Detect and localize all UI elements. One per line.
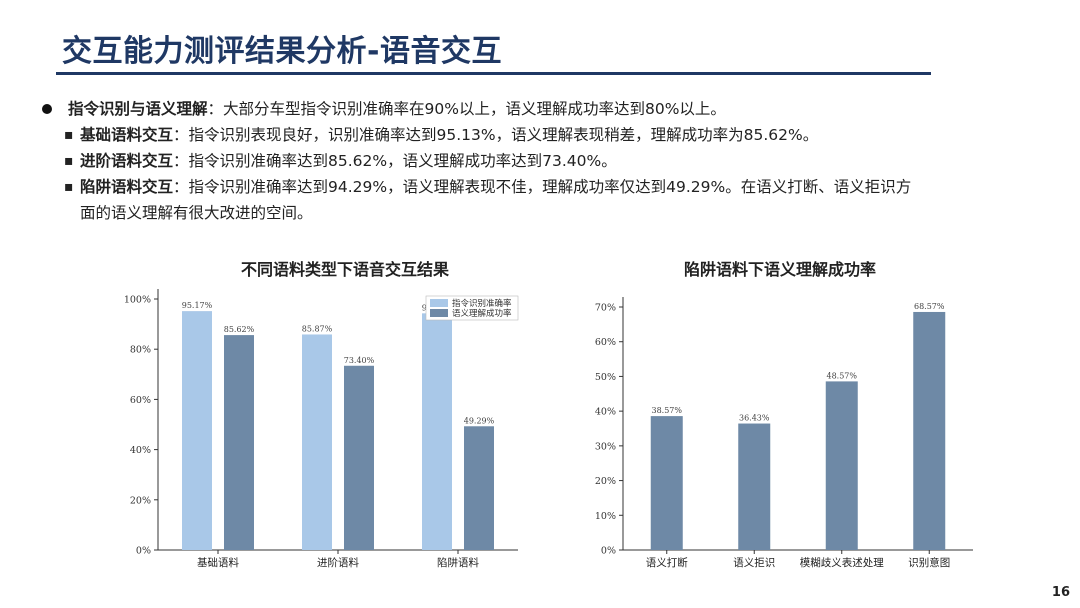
y-tick-label: 60%	[130, 395, 151, 406]
data-label: 48.57%	[826, 371, 857, 380]
bar	[422, 313, 452, 550]
data-label: 73.40%	[344, 356, 375, 365]
y-tick-label: 80%	[130, 345, 151, 356]
data-label: 36.43%	[739, 414, 770, 423]
bar	[913, 311, 946, 550]
chart-1-title: 不同语料类型下语音交互结果	[240, 260, 449, 279]
chart-1-plot: 0% 20% 40% 60% 80% 100% 基础语料 95.17% 85.62% 进阶语料 85…	[124, 289, 519, 569]
data-label: 68.57%	[914, 302, 945, 311]
sub-bullet-continuation: 面的语义理解有很大改进的空间。	[80, 204, 313, 222]
sub-bullet-text: ：指令识别准确率达到94.29%，语义理解表现不佳，理解成功率仅达到49.29%…	[173, 178, 912, 196]
sub-bullet: ▪ 基础语料交互：指令识别表现良好，识别准确率达到95.13%，语义理解表现稍差…	[42, 122, 1052, 148]
y-tick-label: 20%	[595, 476, 616, 487]
legend-label: 指令识别准确率	[452, 298, 512, 309]
data-label: 38.57%	[651, 406, 682, 415]
main-bullet-head: 指令识别与语义理解	[68, 100, 208, 118]
bullet-list: 指令识别与语义理解：大部分车型指令识别准确率在90%以上，语义理解成功率达到80…	[42, 96, 1052, 226]
y-tick-label: 40%	[130, 445, 151, 456]
y-tick-label: 60%	[595, 337, 616, 348]
sub-bullet-text: ：指令识别表现良好，识别准确率达到95.13%，语义理解表现稍差，理解成功率为8…	[173, 126, 819, 144]
y-tick-label: 100%	[124, 295, 151, 306]
slide-title: 交互能力测评结果分析-语音交互	[62, 34, 502, 69]
main-bullet-text: ：大部分车型指令识别准确率在90%以上，语义理解成功率达到80%以上。	[207, 100, 726, 118]
data-label: 85.62%	[224, 325, 255, 334]
bar	[344, 365, 374, 550]
y-tick-label: 10%	[595, 511, 616, 522]
title-underline	[56, 72, 931, 75]
chart-2-plot: 0% 10% 20% 30% 40% 50% 60% 70% 语义打断 38.57% 语义拒识 36.…	[595, 297, 973, 569]
bar	[738, 423, 771, 550]
sub-bullet-text: ：指令识别准确率达到85.62%，语义理解成功率达到73.40%。	[173, 152, 617, 170]
data-label: 85.87%	[302, 324, 333, 333]
legend-label: 语义理解成功率	[452, 308, 512, 319]
sub-bullet-icon: ▪	[64, 153, 74, 169]
page-number: 16	[1051, 585, 1070, 600]
x-tick-label: 识别意图	[908, 556, 950, 569]
bar	[302, 334, 332, 550]
main-bullet: 指令识别与语义理解：大部分车型指令识别准确率在90%以上，语义理解成功率达到80…	[42, 96, 1052, 122]
x-tick-label: 进阶语料	[317, 556, 359, 569]
sub-bullet-head: 基础语料交互	[80, 126, 174, 144]
bar	[464, 426, 494, 550]
y-tick-label: 50%	[595, 372, 616, 383]
x-tick-label: 模糊歧义表述处理	[800, 556, 884, 569]
x-tick-label: 语义打断	[646, 556, 688, 569]
data-label: 95.17%	[182, 301, 213, 310]
y-tick-label: 0%	[601, 546, 616, 557]
y-tick-label: 70%	[595, 303, 616, 314]
sub-bullet: ▪ 陷阱语料交互：指令识别准确率达到94.29%，语义理解表现不佳，理解成功率仅…	[42, 174, 1052, 226]
bar	[825, 381, 858, 550]
bar	[650, 416, 683, 550]
y-tick-label: 20%	[130, 495, 151, 506]
x-tick-label: 陷阱语料	[437, 556, 479, 569]
y-tick-label: 0%	[136, 546, 151, 557]
sub-bullet-icon: ▪	[64, 179, 74, 195]
sub-bullet-icon: ▪	[64, 127, 74, 143]
sub-bullet: ▪ 进阶语料交互：指令识别准确率达到85.62%，语义理解成功率达到73.40%…	[42, 148, 1052, 174]
y-tick-label: 30%	[595, 441, 616, 452]
data-label: 49.29%	[464, 416, 495, 425]
bar	[224, 335, 254, 550]
y-tick-label: 40%	[595, 407, 616, 418]
x-tick-label: 语义拒识	[733, 556, 775, 569]
legend-swatch	[430, 299, 448, 307]
x-tick-label: 基础语料	[197, 556, 239, 569]
chart-2-title: 陷阱语料下语义理解成功率	[683, 260, 876, 279]
sub-bullet-head: 陷阱语料交互	[80, 178, 174, 196]
legend-swatch	[430, 309, 448, 317]
bar	[182, 311, 212, 550]
bullet-dot-icon	[42, 104, 52, 114]
sub-bullet-head: 进阶语料交互	[80, 152, 174, 170]
